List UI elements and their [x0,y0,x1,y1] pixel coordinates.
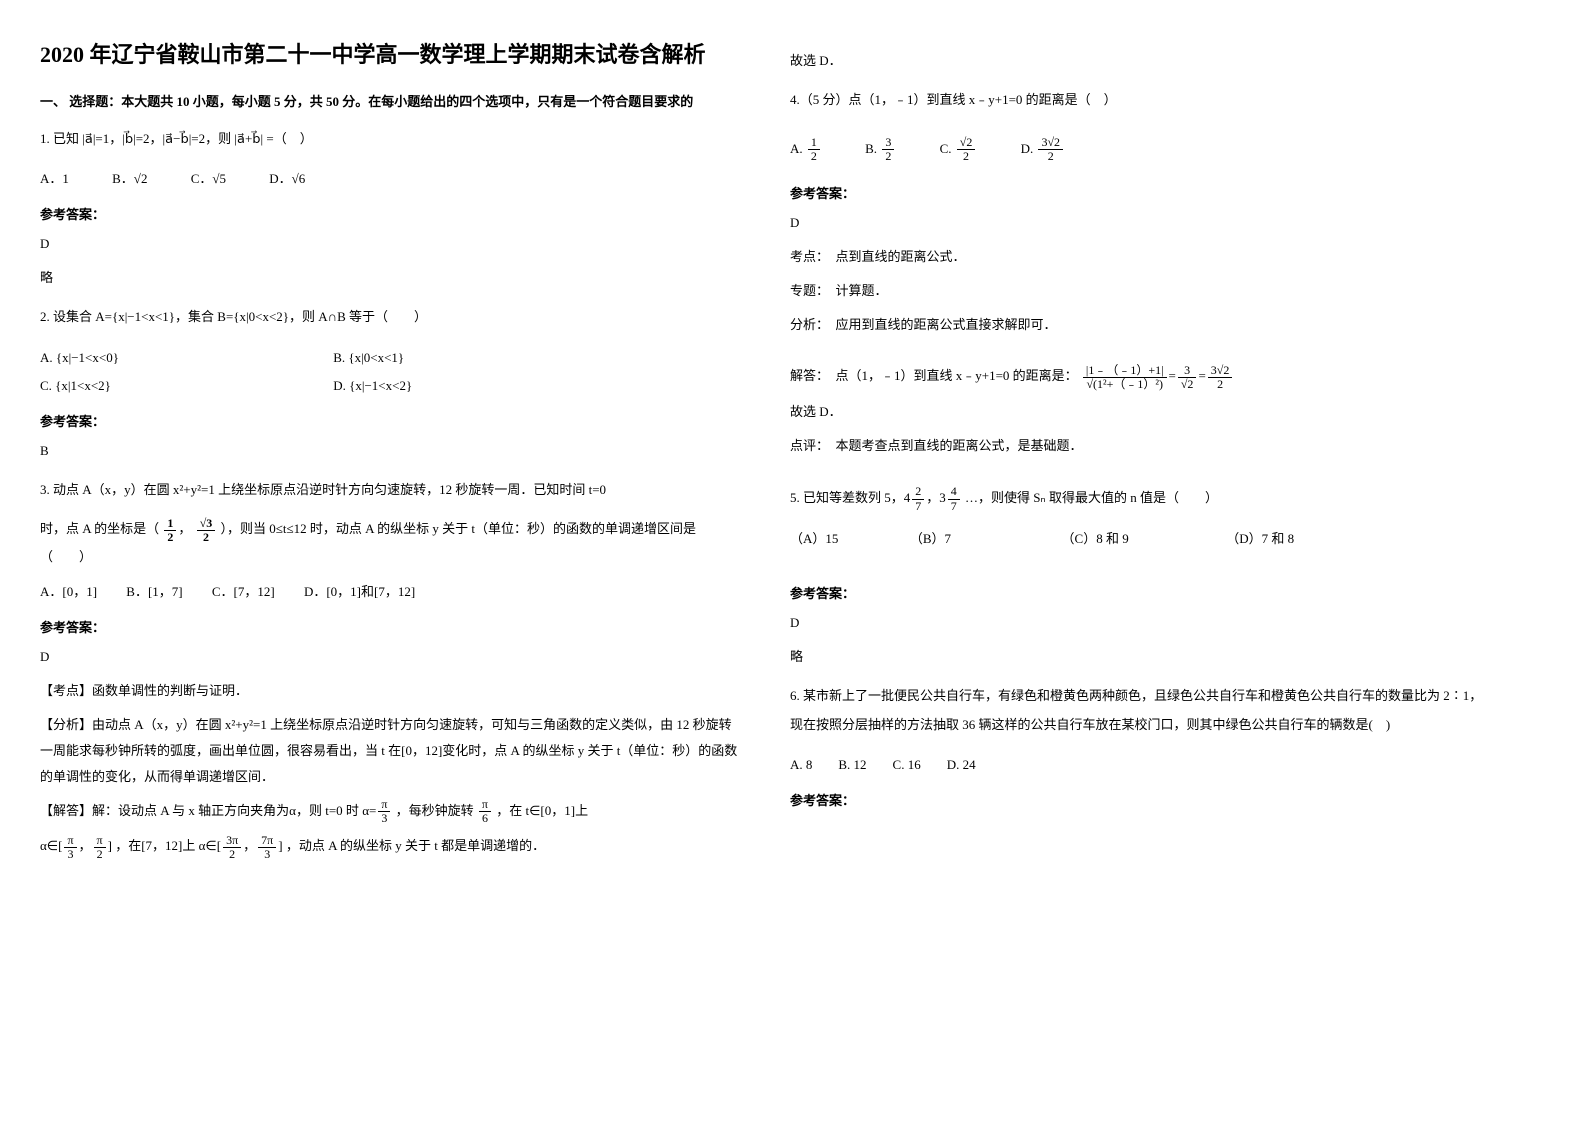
q2-optA: A. {x|−1<x<0} [40,344,290,373]
question-1: 1. 已知 |a⃗|=1，|b⃗|=2，|a⃗−b⃗|=2，则 |a⃗+b⃗| … [40,125,740,154]
q3-text2-line: 时，点 A 的坐标是（ 12， √32 ），则当 0≤t≤12 时，动点 A 的… [40,516,740,570]
q2-optB: B. {x|0<x<1} [333,344,404,373]
q3-answer: D [40,644,740,670]
section1-header: 一、 选择题：本大题共 10 小题，每小题 5 分，共 50 分。在每小题给出的… [40,91,740,110]
q4-optA-label: A. [790,141,803,156]
q5-answer: D [790,610,1490,636]
q1-optC: C．√5 [191,165,226,194]
q4-z: 专题： 计算题． [790,278,1490,304]
q3-exp-solve2: α∈[π3，π2] ，在[7，12]上 α∈[3π2，7π3] ，动点 A 的纵… [40,833,740,861]
q1-optD: D．√6 [269,165,305,194]
left-column: 2020 年辽宁省鞍山市第二十一中学高一数学理上学期期末试卷含解析 一、 选择题… [40,40,740,869]
q2-text: 2. 设集合 A={x|−1<x<1}，集合 B={x|0<x<2}，则 A∩B… [40,309,427,324]
q2-optC: C. {x|1<x<2} [40,372,290,401]
q4-optB-val: 32 [882,136,894,163]
q3-rate: π6 [479,798,491,825]
q3-exp-k: 【考点】函数单调性的判断与证明． [40,678,740,704]
q6-answer-label: 参考答案： [790,790,1490,809]
q1-answer: D [40,231,740,257]
q3-text2: 时，点 A 的坐标是（ [40,521,159,536]
q4-optC-val: √22 [957,136,976,163]
q2-answer: B [40,438,740,464]
q4-s: 解答： 点（1，﹣1）到直线 x﹣y+1=0 的距离是： |1﹣（﹣1）+1| … [790,363,1490,391]
q4-p: 点评： 本题考查点到直线的距离公式，是基础题． [790,433,1490,459]
q3-coord-y: √32 [197,517,216,544]
q4-optC-label: C. [940,141,952,156]
q4-answer-label: 参考答案： [790,183,1490,202]
q1-optB: B．√2 [112,165,147,194]
q4-optB: B. 32 [865,135,896,164]
q5-options: （A）15 （B）7 （C）8 和 9 （D）7 和 8 [790,525,1490,554]
q4-optD-val: 3√22 [1038,136,1063,163]
q3-exp-a: 【分析】由动点 A（x，y）在圆 x²+y²=1 上绕坐标原点沿逆时针方向匀速旋… [40,712,740,790]
q3-exp-solve: 【解答】解：设动点 A 与 x 轴正方向夹角为α，则 t=0 时 α=π3 ，每… [40,798,740,826]
q4-options: A. 12 B. 32 C. √22 D. 3√22 [790,135,1490,164]
question-3: 3. 动点 A（x，y）在圆 x²+y²=1 上绕坐标原点沿逆时针方向匀速旋转，… [40,476,740,505]
q4-optD: D. 3√22 [1021,135,1065,164]
q4-optC: C. √22 [940,135,978,164]
question-4: 4.（5 分）点（1，﹣1）到直线 x﹣y+1=0 的距离是（ ） [790,86,1490,115]
q3-text1: 3. 动点 A（x，y）在圆 x²+y²=1 上绕坐标原点沿逆时针方向匀速旋转，… [40,482,606,497]
q1-note: 略 [40,265,740,291]
q4-optA: A. 12 [790,135,822,164]
q3-r2b: 7π3 [258,834,276,861]
q3-r2a: 3π2 [223,834,241,861]
question-2: 2. 设集合 A={x|−1<x<1}，集合 B={x|0<x<2}，则 A∩B… [40,303,740,332]
q3-coord-x: 12 [164,517,176,544]
q3-conclusion: 故选 D． [790,48,1490,74]
q3-exp-s4: ，在[7，12]上 [115,838,195,853]
q5-text2: …，则使得 Sₙ 取得最大值的 n 值是（ ） [965,490,1218,505]
q4-optA-val: 12 [808,136,820,163]
q3-exp-s2: ，每秒钟旋转 [396,803,474,818]
q4-f: 分析： 应用到直线的距离公式直接求解即可． [790,312,1490,338]
q3-answer-label: 参考答案： [40,617,740,636]
q2-optD: D. {x|−1<x<2} [333,372,412,401]
q3-alpha0: π3 [378,798,390,825]
q1-optA: A．1 [40,165,69,194]
q3-exp-s3: ，在 t∈[0，1]上 [496,803,588,818]
q2-options: A. {x|−1<x<0} B. {x|0<x<1} C. {x|1<x<2} … [40,344,740,401]
q1-text: 1. 已知 |a⃗|=1，|b⃗|=2，|a⃗−b⃗|=2，则 |a⃗+b⃗| … [40,131,313,146]
q4-k: 考点： 点到直线的距离公式． [790,244,1490,270]
q2-answer-label: 参考答案： [40,411,740,430]
q5-text1: 5. 已知等差数列 [790,490,881,505]
q4-result: 3√22 [1208,364,1233,391]
question-6: 6. 某市新上了一批便民公共自行车，有绿色和橙黄色两种颜色，且绿色公共自行车和橙… [790,682,1490,739]
q1-options: A．1 B．√2 C．√5 D．√6 [40,165,740,194]
q4-end: 故选 D． [790,399,1490,425]
q4-answer: D [790,210,1490,236]
q3-options: A．[0，1] B．[1，7] C．[7，12] D．[0，1]和[7，12] [40,578,740,607]
q5-answer-label: 参考答案： [790,583,1490,602]
q3-r1a: π3 [64,834,76,861]
q5-note: 略 [790,644,1490,670]
q3-exp-s1: 【解答】解：设动点 A 与 x 轴正方向夹角为α，则 t=0 时 [40,803,359,818]
q3-r1b: π2 [94,834,106,861]
q4-s-text: 解答： 点（1，﹣1）到直线 x﹣y+1=0 的距离是： [790,368,1078,383]
right-column: 故选 D． 4.（5 分）点（1，﹣1）到直线 x﹣y+1=0 的距离是（ ） … [790,40,1490,869]
q3-exp-s5: ，动点 A 的纵坐标 y 关于 t 都是单调递增的． [286,838,545,853]
q1-answer-label: 参考答案： [40,204,740,223]
q4-optB-label: B. [865,141,877,156]
q4-distance-formula: |1﹣（﹣1）+1| √(1²+（﹣1）²) [1083,364,1167,391]
q6-options: A. 8 B. 12 C. 16 D. 24 [790,751,1490,780]
q4-optD-label: D. [1021,141,1034,156]
page-title: 2020 年辽宁省鞍山市第二十一中学高一数学理上学期期末试卷含解析 [40,40,740,71]
q4-step: 3√2 [1178,364,1197,391]
q5-t1: 27 [912,485,924,512]
question-5: 5. 已知等差数列 5，427，347 …，则使得 Sₙ 取得最大值的 n 值是… [790,484,1490,513]
q5-t2: 47 [948,485,960,512]
